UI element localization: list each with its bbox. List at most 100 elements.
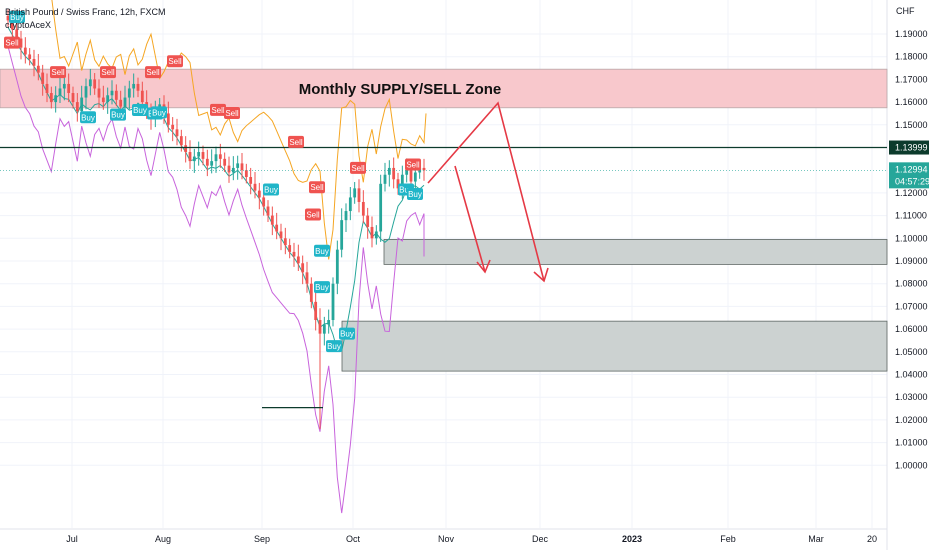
signal-bg bbox=[326, 340, 342, 353]
signal-text: Sell bbox=[310, 183, 324, 192]
time-axis[interactable]: Jul Aug Sep Oct Nov Dec 2023 Feb Mar 20 bbox=[66, 534, 877, 544]
candle-body bbox=[270, 215, 274, 225]
candle-body bbox=[45, 83, 49, 94]
price-tick: 1.19000 bbox=[895, 29, 928, 39]
arrow-short bbox=[454, 165, 486, 273]
candles bbox=[6, 9, 426, 429]
signal-text: Sell bbox=[168, 57, 182, 66]
candle-body bbox=[6, 15, 10, 21]
candle-body bbox=[266, 206, 270, 216]
sell-signal: Sell bbox=[100, 66, 116, 79]
sell-signal: Sell bbox=[4, 36, 20, 49]
candle-body bbox=[97, 88, 101, 98]
candle-body bbox=[288, 245, 292, 252]
candle-body bbox=[106, 95, 110, 103]
candle-body bbox=[80, 97, 84, 112]
arrow-short-head bbox=[476, 259, 491, 274]
time-label: Nov bbox=[438, 534, 455, 544]
signal-markers: SellBuySellBuyBuyBuySellSellSellBuyBuySe… bbox=[4, 10, 423, 353]
candle-body bbox=[49, 93, 53, 103]
signal-bg bbox=[339, 327, 355, 340]
symbol-title: British Pound / Swiss Franc, 12h, FXCM bbox=[5, 7, 166, 17]
candle-body bbox=[84, 86, 88, 98]
candle-body bbox=[192, 156, 196, 162]
signal-text: Sell bbox=[406, 161, 420, 170]
buy-signal: Buy bbox=[151, 106, 167, 119]
candle-body bbox=[275, 224, 279, 232]
candle-body bbox=[344, 211, 348, 221]
candle-body bbox=[75, 102, 79, 112]
candle-body bbox=[279, 231, 283, 239]
candle-body bbox=[400, 174, 404, 189]
candle-body bbox=[309, 283, 313, 302]
signal-text: Sell bbox=[101, 68, 115, 77]
candle-body bbox=[214, 154, 218, 162]
buy-signal: Buy bbox=[407, 188, 423, 201]
signal-bg bbox=[4, 36, 20, 49]
price-tick: 1.05000 bbox=[895, 347, 928, 357]
buy-signal: Buy bbox=[314, 244, 330, 257]
level-price-tag: 1.13999 bbox=[889, 140, 929, 155]
signal-bg bbox=[145, 66, 161, 79]
signal-text: Buy bbox=[315, 247, 329, 256]
candle-body bbox=[171, 124, 175, 130]
indicator-name: cryptoAceX bbox=[5, 20, 52, 30]
sell-signal: Sell bbox=[145, 66, 161, 79]
signal-text: Sell bbox=[146, 68, 160, 77]
signal-bg bbox=[167, 55, 183, 68]
buy-signal: Buy bbox=[132, 104, 148, 117]
currency-label: CHF bbox=[896, 6, 915, 16]
demand-zone-upper[interactable] bbox=[383, 239, 888, 265]
signal-text: Buy bbox=[327, 342, 341, 351]
signal-text: Buy bbox=[315, 283, 329, 292]
candle-body bbox=[322, 324, 326, 334]
projection-arrows[interactable] bbox=[427, 101, 549, 283]
candle-body bbox=[197, 152, 201, 157]
candle-body bbox=[41, 72, 45, 84]
signal-text: Buy bbox=[264, 185, 278, 194]
sell-signal: Sell bbox=[224, 106, 240, 119]
price-tick: 1.01000 bbox=[895, 438, 928, 448]
signal-bg bbox=[100, 66, 116, 79]
candle-body bbox=[353, 188, 357, 198]
signal-text: Sell bbox=[306, 210, 320, 219]
candle-body bbox=[318, 320, 322, 334]
price-tick: 1.06000 bbox=[895, 324, 928, 334]
signal-bg bbox=[309, 181, 325, 194]
candle-body bbox=[62, 83, 66, 89]
candle-body bbox=[379, 183, 383, 232]
buy-signal: Buy bbox=[80, 111, 96, 124]
price-tick: 1.11000 bbox=[895, 211, 927, 221]
price-tick: 1.00000 bbox=[895, 460, 928, 470]
candle-body bbox=[28, 54, 32, 59]
demand-zone-lower[interactable] bbox=[341, 320, 888, 372]
price-axis[interactable]: 1.190001.180001.170001.160001.150001.140… bbox=[895, 29, 928, 470]
price-tick: 1.18000 bbox=[895, 52, 928, 62]
candle-body bbox=[110, 90, 114, 96]
sell-signal: Sell bbox=[350, 161, 366, 174]
candle-body bbox=[227, 165, 231, 173]
last-price-value: 1.12994 bbox=[895, 164, 928, 174]
signal-bg bbox=[314, 281, 330, 294]
candle-body bbox=[422, 167, 426, 171]
candle-body bbox=[387, 167, 391, 175]
time-label: Mar bbox=[808, 534, 824, 544]
arrow-long bbox=[427, 101, 545, 282]
signal-bg bbox=[263, 183, 279, 196]
buy-signal: Buy bbox=[314, 281, 330, 294]
candle-body bbox=[283, 238, 287, 246]
candle-body bbox=[140, 90, 144, 103]
candle-body bbox=[253, 183, 257, 191]
time-label: Aug bbox=[155, 534, 171, 544]
time-label: 2023 bbox=[622, 534, 642, 544]
price-tick: 1.17000 bbox=[895, 74, 928, 84]
candle-body bbox=[357, 188, 361, 202]
signal-bg bbox=[50, 66, 66, 79]
level-tag-bg bbox=[889, 140, 929, 155]
candle-body bbox=[119, 99, 123, 107]
signal-text: Sell bbox=[51, 68, 65, 77]
candle-body bbox=[101, 97, 105, 103]
candle-body bbox=[262, 197, 266, 207]
